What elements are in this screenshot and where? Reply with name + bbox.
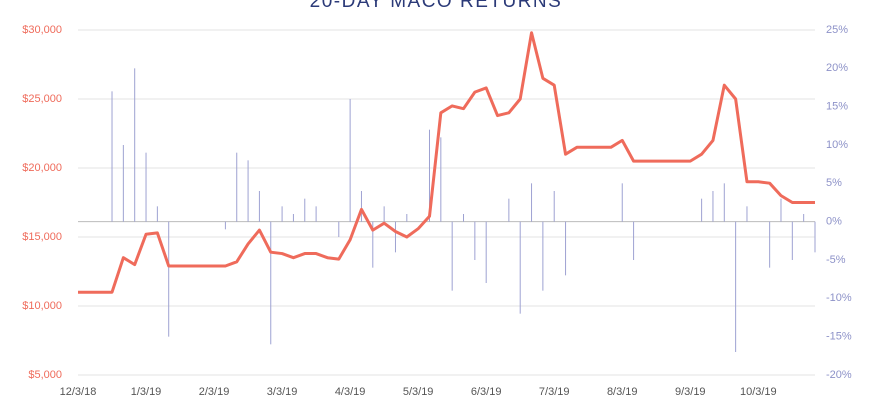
bar — [247, 160, 249, 222]
x-tick-label: 9/3/19 — [675, 386, 706, 398]
x-tick-label: 2/3/19 — [199, 386, 230, 398]
y2-tick-label: 20% — [826, 62, 848, 74]
bar — [111, 91, 113, 222]
bar — [712, 191, 714, 222]
bar — [463, 214, 465, 222]
y-tick-label: $15,000 — [22, 231, 62, 243]
y-tick-label: $25,000 — [22, 93, 62, 105]
bar — [508, 198, 510, 222]
x-tick-label: 10/3/19 — [740, 386, 777, 398]
y2-tick-label: -10% — [826, 292, 852, 304]
bar — [769, 221, 771, 268]
y2-tick-label: 25% — [826, 24, 848, 36]
bar — [485, 221, 487, 283]
bar — [383, 206, 385, 222]
bar — [258, 191, 260, 222]
bar — [474, 221, 476, 260]
bar — [621, 183, 623, 222]
bar — [156, 206, 158, 222]
bar — [281, 206, 283, 222]
x-tick-label: 12/3/18 — [60, 386, 97, 398]
bar — [122, 145, 124, 222]
bar — [701, 198, 703, 222]
x-tick-label: 4/3/19 — [335, 386, 366, 398]
y2-tick-label: -15% — [826, 331, 852, 343]
y2-tick-label: 10% — [826, 139, 848, 151]
x-tick-label: 6/3/19 — [471, 386, 502, 398]
bar — [304, 198, 306, 222]
bar — [633, 221, 635, 260]
bar — [428, 129, 430, 222]
bar — [565, 221, 567, 276]
x-tick-label: 1/3/19 — [131, 386, 162, 398]
line — [78, 31, 815, 294]
y-tick-label: $30,000 — [22, 24, 62, 36]
y2-tick-label: 0% — [826, 216, 842, 228]
chart-title: 20-DAY MACO RETURNS — [310, 0, 563, 12]
bar — [134, 68, 136, 222]
bar — [145, 152, 147, 222]
x-tick-label: 3/3/19 — [267, 386, 298, 398]
bar — [372, 221, 374, 268]
y-tick-label: $10,000 — [22, 300, 62, 312]
y2-tick-label: -5% — [826, 254, 846, 266]
y2-tick-label: 15% — [826, 101, 848, 113]
bar — [542, 221, 544, 291]
y2-tick-label: 5% — [826, 177, 842, 189]
y-tick-label: $20,000 — [22, 162, 62, 174]
bar — [349, 99, 351, 222]
bar — [338, 221, 340, 237]
bar — [270, 221, 272, 345]
bar — [519, 221, 521, 314]
bar — [735, 221, 737, 352]
bar — [168, 221, 170, 337]
bar — [531, 183, 533, 222]
bar — [292, 214, 294, 222]
x-tick-label: 5/3/19 — [403, 386, 434, 398]
y2-tick-label: -20% — [826, 369, 852, 381]
bar — [315, 206, 317, 222]
bar — [780, 198, 782, 222]
x-tick-label: 8/3/19 — [607, 386, 638, 398]
bar — [803, 214, 805, 222]
bar — [406, 214, 408, 222]
bar — [451, 221, 453, 291]
bar — [746, 206, 748, 222]
bar — [791, 221, 793, 260]
x-tick-label: 7/3/19 — [539, 386, 570, 398]
bar — [224, 221, 226, 230]
bar — [814, 221, 816, 253]
bar — [360, 191, 362, 222]
bar — [440, 137, 442, 222]
bar — [236, 152, 238, 222]
bar — [723, 183, 725, 222]
y-tick-label: $5,000 — [28, 369, 62, 381]
bar — [394, 221, 396, 253]
bar — [553, 191, 555, 222]
